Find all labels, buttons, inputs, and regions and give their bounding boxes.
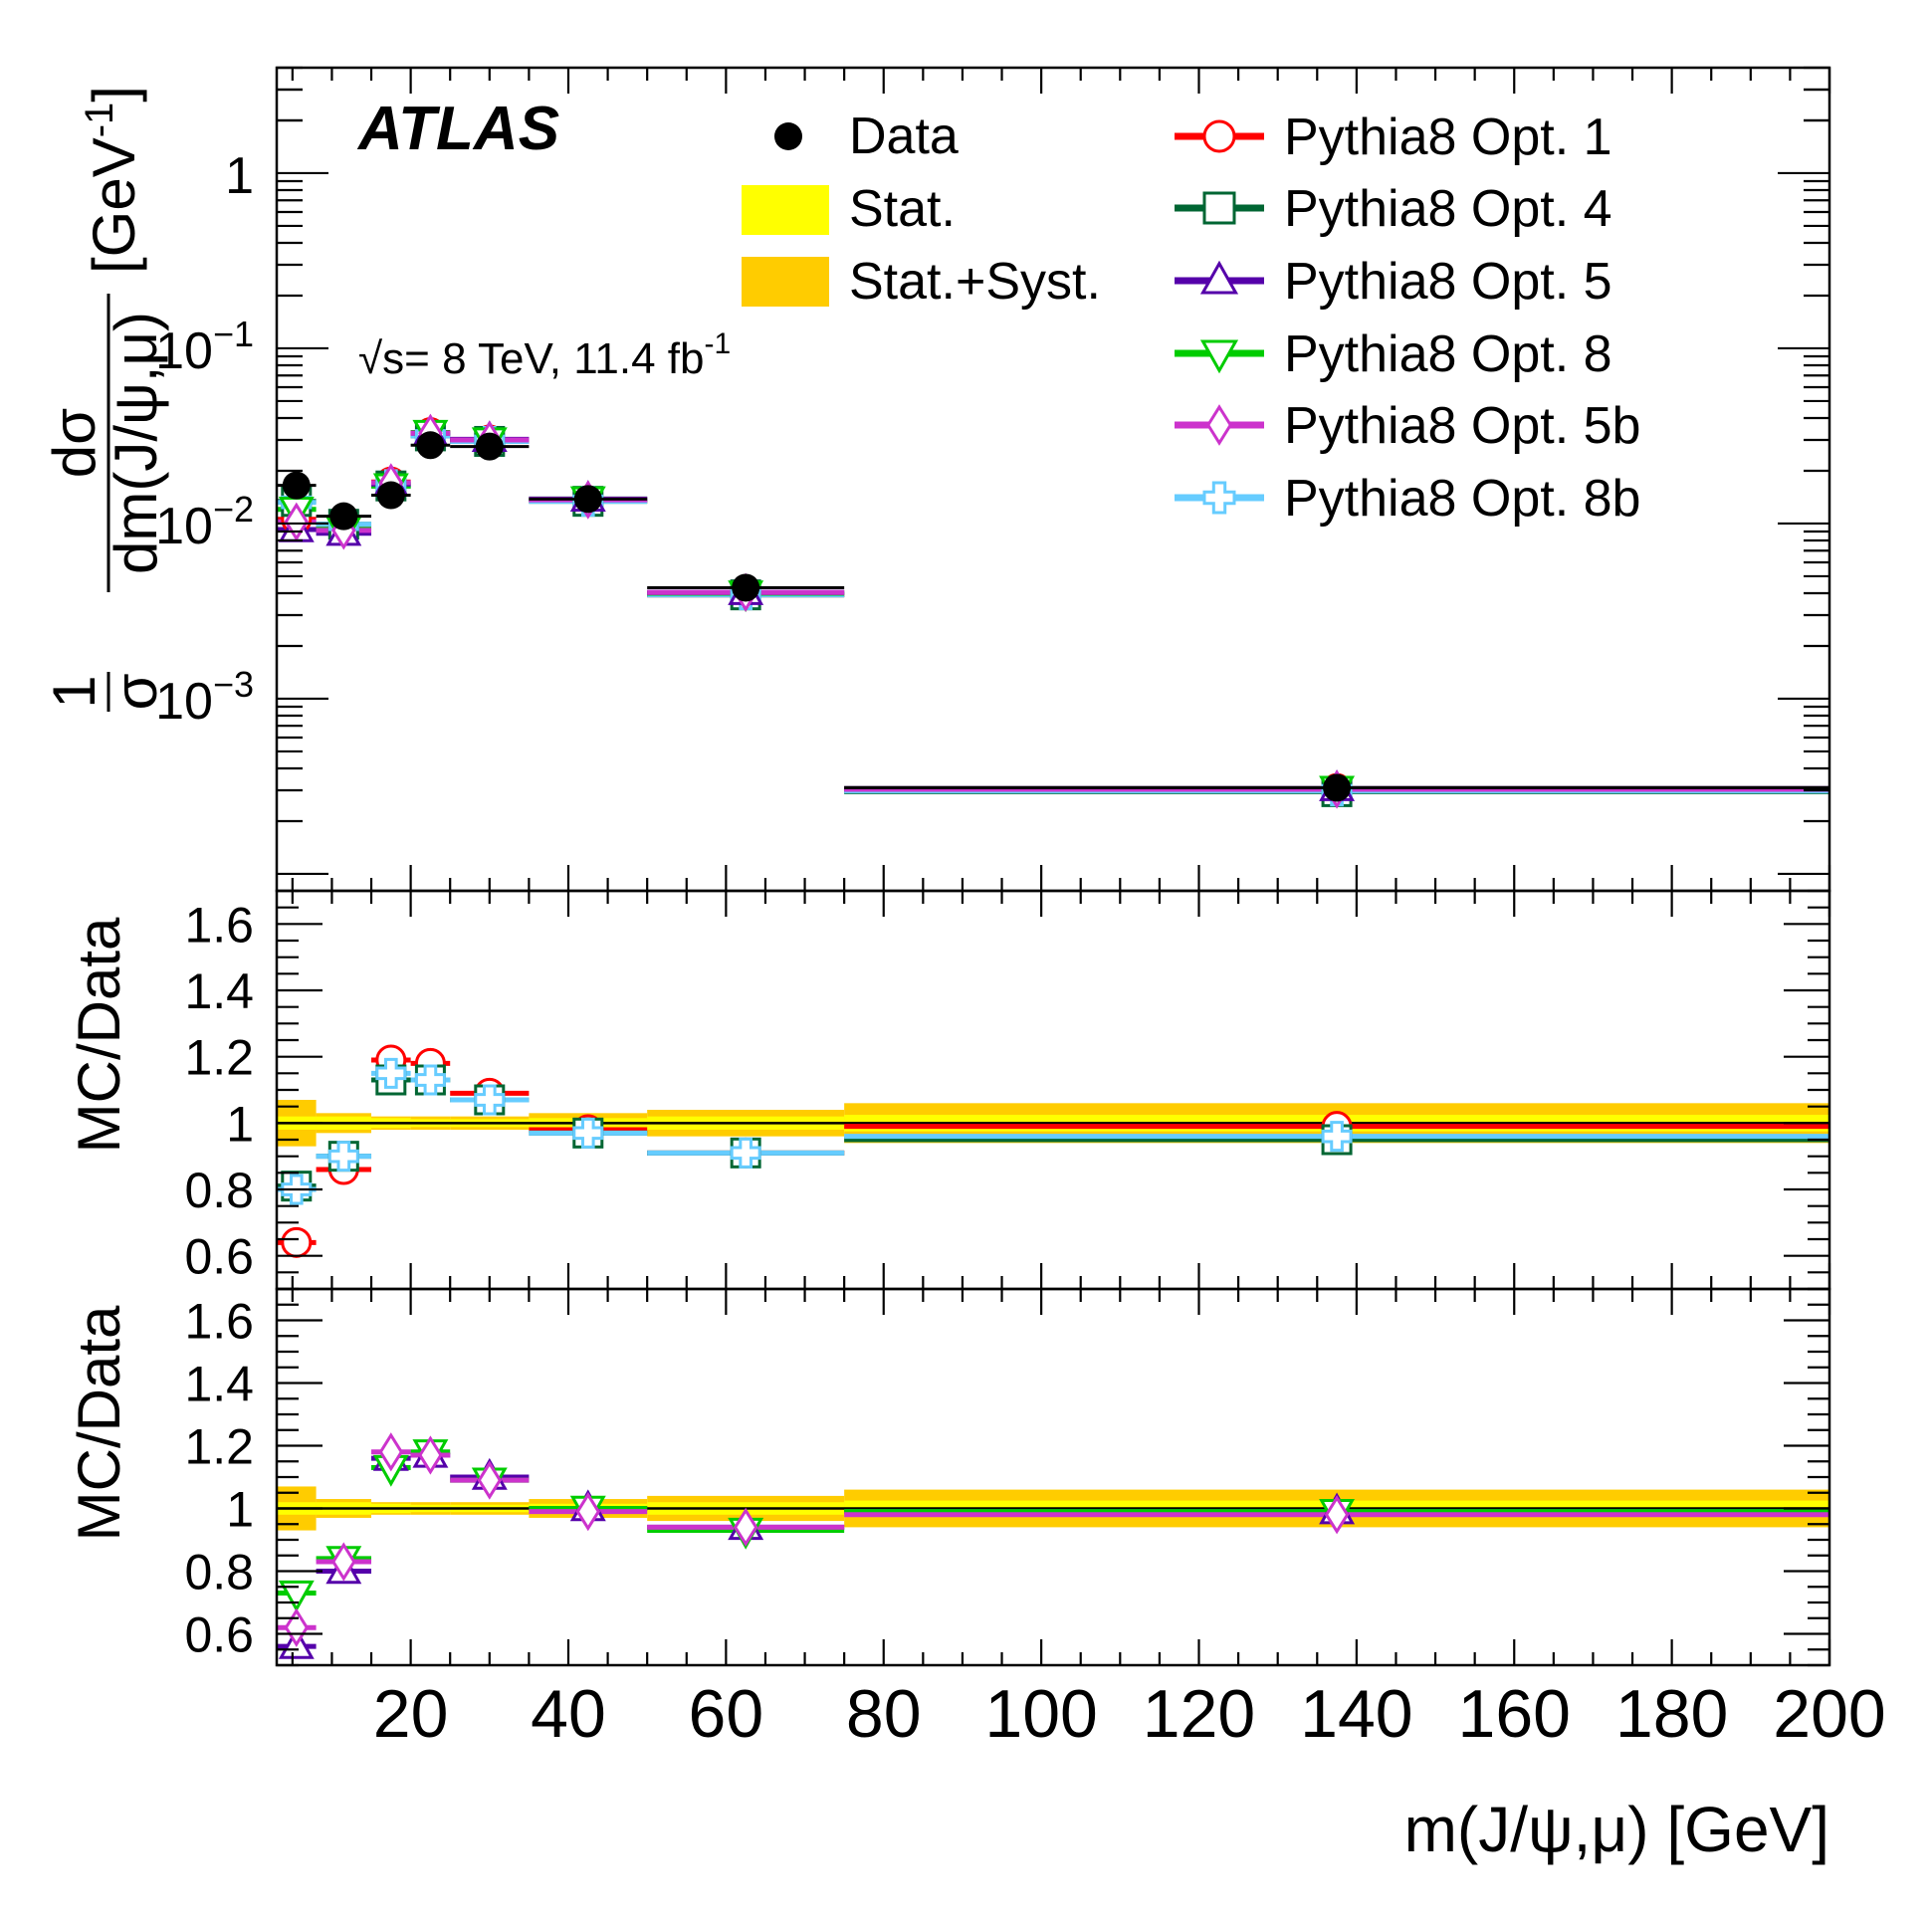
frame-r1	[275, 889, 1831, 1291]
y-tick-label-r1-0: 0.6	[184, 1229, 254, 1285]
x-axis-label: m(J/ψ,μ) [GeV]	[1404, 1794, 1829, 1865]
r2-mc-marker-4-1	[331, 1542, 356, 1582]
data-point-2	[376, 481, 405, 510]
r2-mc-marker-4-6	[733, 1507, 758, 1548]
tick-labels: 20 40 60 80 100 120 140 160 180 20010−310−210−110…	[155, 147, 1886, 1752]
legend-data-marker	[774, 122, 802, 150]
y-tick-label-top-base-2: 10	[155, 322, 213, 380]
y-tick-label-top-0: 10−3	[155, 664, 254, 731]
legend-data-label: Data	[849, 107, 959, 165]
legend-label-3: Pythia8 Opt. 8	[1284, 325, 1612, 383]
x-tick-label-20: 20	[373, 1676, 449, 1752]
energy-exp: -1	[705, 327, 732, 360]
r2-mc-marker-4-3	[418, 1435, 443, 1475]
data-point-6	[732, 573, 760, 602]
legend-label-4: Pythia8 Opt. 5b	[1284, 397, 1640, 455]
experiment-label: ATLAS	[356, 95, 559, 163]
legend-statsyst-label: Stat.+Syst.	[849, 253, 1101, 311]
y-tick-label-top-base-1: 10	[155, 498, 213, 555]
data-points	[277, 431, 1829, 802]
legend-marker-1	[1202, 191, 1236, 225]
y-tick-label-r1-5: 1.6	[184, 897, 254, 953]
y-label-one: 1	[41, 675, 107, 708]
y-tick-label-r2-3: 1.2	[184, 1419, 254, 1475]
data-point-4	[475, 432, 504, 461]
legend-label-5: Pythia8 Opt. 8b	[1284, 470, 1640, 528]
y-tick-label-top-base-0: 10	[155, 673, 213, 731]
r1-mc-marker-5-4	[474, 1084, 506, 1116]
x-tick-label-60: 60	[689, 1676, 764, 1752]
y-tick-label-r2-1: 0.8	[184, 1545, 254, 1601]
legend-stat-label: Stat.	[849, 180, 956, 238]
data-point-7	[1323, 773, 1352, 802]
r2-mc-marker-4-7	[1324, 1495, 1350, 1535]
x-tick-label-100: 100	[984, 1676, 1097, 1752]
y-label-sigma: σ	[103, 673, 169, 710]
legend-marker-4	[1205, 404, 1233, 446]
x-tick-label-140: 140	[1300, 1676, 1412, 1752]
y-label-denominator: dm(J/ψ,μ)	[103, 312, 169, 574]
y-tick-label-r1-1: 0.8	[184, 1163, 254, 1218]
legend-marker-0	[1202, 119, 1236, 153]
legend-label-0: Pythia8 Opt. 1	[1284, 108, 1612, 166]
legend-marker-2	[1199, 260, 1239, 295]
ratio-y-label-2: MC/Data	[66, 1305, 132, 1541]
r2-mc-marker-3-0	[278, 1580, 315, 1612]
legend-marker-3	[1199, 339, 1239, 374]
x-tick-label-40: 40	[531, 1676, 606, 1752]
x-tick-label-80: 80	[846, 1676, 922, 1752]
y-tick-label-top-2: 10−1	[155, 314, 254, 380]
data-point-0	[282, 471, 311, 500]
legend-stat-swatch	[742, 185, 829, 235]
x-tick-label-200: 200	[1773, 1676, 1885, 1752]
mc-predictions	[277, 413, 1829, 1659]
y-tick-label-r2-4: 1.4	[184, 1357, 254, 1412]
ratio-y-label-1: MC/Data	[66, 917, 132, 1153]
y-tick-label-r1-2: 1	[226, 1096, 254, 1152]
y-label-dsigma: dσ	[41, 408, 107, 478]
r1-mc-marker-5-5	[572, 1117, 604, 1149]
y-tick-label-top-exp-1: −2	[213, 489, 254, 530]
r1-mc-marker-5-1	[327, 1141, 359, 1173]
r2-mc-marker-4-4	[477, 1460, 503, 1500]
y-tick-label-r2-0: 0.6	[184, 1607, 254, 1663]
y-label-units: [GeV-1]	[78, 86, 147, 274]
energy-text: s= 8 TeV, 11.4 fb	[382, 334, 704, 383]
legend-marker-5	[1202, 481, 1236, 515]
y-tick-label-top-base-3: 1	[225, 147, 254, 205]
data-point-1	[329, 502, 358, 531]
y-tick-label-top-exp-0: −3	[213, 664, 254, 705]
y-tick-label-r2-2: 1	[226, 1482, 254, 1538]
y-tick-label-top-exp-2: −1	[213, 314, 254, 354]
r1-mc-marker-5-6	[730, 1137, 761, 1169]
r1-mc-marker-0-0	[281, 1226, 313, 1258]
energy-sqrt: √	[358, 334, 383, 383]
y-axis-label: 1 σ dσ dm(J/ψ,μ) [GeV-1]	[41, 86, 169, 712]
r1-mc-marker-5-3	[414, 1064, 446, 1096]
uncertainty-bands	[277, 1100, 1829, 1531]
legend: Data Stat. Stat.+Syst. Pythia8 Opt. 1 Pythia…	[742, 107, 1640, 528]
axis-ticks	[277, 66, 1831, 1667]
y-tick-label-r1-4: 1.4	[184, 963, 254, 1019]
r2-mc-marker-4-2	[378, 1432, 404, 1472]
data-point-3	[416, 431, 445, 460]
r1-mc-marker-5-2	[375, 1057, 407, 1089]
data-point-5	[573, 485, 602, 514]
y-tick-label-r1-3: 1.2	[184, 1030, 254, 1086]
x-tick-label-180: 180	[1615, 1676, 1728, 1752]
legend-label-1: Pythia8 Opt. 4	[1284, 180, 1612, 238]
y-tick-label-r2-5: 1.6	[184, 1294, 254, 1350]
x-tick-label-160: 160	[1458, 1676, 1571, 1752]
legend-label-2: Pythia8 Opt. 5	[1284, 253, 1612, 311]
energy-label: √s= 8 TeV, 11.4 fb-1	[358, 327, 731, 383]
r2-mc-marker-4-0	[284, 1607, 310, 1647]
r1-mc-marker-5-7	[1321, 1121, 1353, 1153]
x-tick-label-120: 120	[1143, 1676, 1255, 1752]
y-tick-label-top-1: 10−2	[155, 489, 254, 555]
legend-statsyst-swatch	[742, 257, 829, 307]
top-mc-marker-4-0	[284, 502, 310, 541]
y-tick-label-top-3: 1	[225, 147, 254, 205]
r2-mc-marker-4-5	[575, 1492, 601, 1532]
